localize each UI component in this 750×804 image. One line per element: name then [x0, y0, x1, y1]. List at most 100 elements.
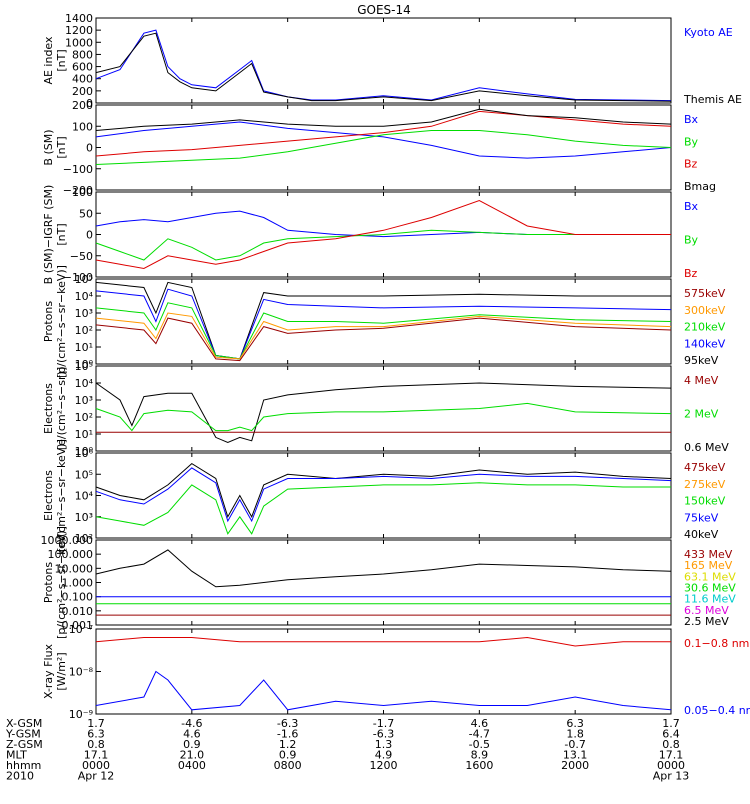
legend-entry: 4 MeV: [684, 374, 719, 387]
y-axis-label: [nT]: [55, 136, 68, 158]
series-line-by: [96, 131, 671, 165]
y-tick-label: 10⁻⁸: [69, 666, 94, 679]
y-axis-label: [nT]: [55, 223, 68, 245]
series-line-themis-ae: [96, 33, 671, 101]
footer-cell: 0800: [274, 759, 302, 772]
y-tick-label: 10⁶: [75, 447, 94, 460]
y-tick-label: 10²: [75, 324, 93, 337]
y-tick-label: 200: [72, 99, 93, 112]
y-axis-label: [W/m²]: [55, 652, 68, 690]
series-line-kyoto-ae: [96, 30, 671, 101]
legend-entry: By: [684, 234, 699, 247]
y-tick-label: 10⁻⁷: [69, 623, 93, 636]
panel-6: 10⁶10⁵10⁴10³10²Electrons[e/(cm²−s−sr−keV…: [42, 439, 726, 552]
legend-entry: Bx: [684, 113, 699, 126]
legend-entry: Bz: [684, 158, 698, 171]
legend-entry: 0.05−0.4 nm: [684, 704, 750, 717]
panel-5: 10⁵10⁴10³10²10¹10⁰Electrons[e/(cm²−s−sr)…: [42, 360, 729, 458]
y-tick-label: −50: [70, 250, 93, 263]
y-tick-label: 1000: [65, 36, 93, 49]
legend-entry: 0.1−0.8 nm: [684, 637, 749, 650]
legend-entry: 150keV: [684, 495, 726, 508]
y-axis-label: [p/(cm²−s−sr−keV)]: [55, 526, 68, 639]
series-line-2-5-mev: [96, 550, 671, 587]
series-line-0-6-mev: [96, 383, 671, 443]
y-axis-label: Protons: [42, 562, 55, 603]
y-tick-label: 1200: [65, 24, 93, 37]
footer-cell: Apr 12: [78, 770, 115, 783]
y-tick-label: 800: [72, 48, 93, 61]
y-tick-label: −100: [63, 163, 93, 176]
panel-frame: [96, 366, 671, 451]
legend-entry: 275keV: [684, 478, 726, 491]
y-tick-label: 10⁴: [75, 290, 94, 303]
legend-entry: By: [684, 135, 699, 148]
y-tick-label: 10²: [75, 411, 93, 424]
legend-entry: Kyoto AE: [684, 26, 733, 39]
y-axis-label: Electrons: [42, 470, 55, 521]
y-tick-label: 10⁵: [75, 468, 93, 481]
panel-7: 1000.000100.00010.0001.0000.1000.0100.00…: [41, 526, 737, 639]
panel-4: 10⁵10⁴10³10²10¹10⁰Protons[p/(cm²−s−sr−ke…: [42, 265, 726, 378]
y-tick-label: 50: [79, 207, 93, 220]
y-axis-label: B (SM): [42, 129, 55, 165]
footer-cell: 1200: [370, 759, 398, 772]
y-tick-label: 1400: [65, 12, 93, 25]
y-tick-label: 400: [72, 73, 93, 86]
y-axis-label: [e/(cm²−s−sr)]: [55, 367, 68, 450]
y-axis-label: [p/(cm²−s−sr−keV)]: [55, 265, 68, 378]
legend-entry: 0.6 MeV: [684, 441, 729, 454]
panel-frame: [96, 105, 671, 190]
series-line-0-05-0-4-nm: [96, 672, 671, 710]
series-line-0-1-0-8-nm: [96, 638, 671, 647]
y-tick-label: 600: [72, 61, 93, 74]
footer-cell: Apr 13: [653, 770, 690, 783]
y-tick-label: 10⁵: [75, 360, 93, 373]
y-axis-label: [nT]: [55, 49, 68, 71]
y-axis-label: Electrons: [42, 383, 55, 434]
footer-cell: 0400: [178, 759, 206, 772]
series-line-95kev: [96, 282, 671, 359]
footer-ephemeris: X-GSMY-GSMZ-GSMMLThhmm20101.76.30.817.10…: [5, 717, 689, 783]
y-tick-label: 10¹: [75, 428, 93, 441]
legend-entry: Bz: [684, 267, 698, 280]
legend-entry: 475keV: [684, 461, 726, 474]
series-line-140kev: [96, 289, 671, 359]
series-line-75kev: [96, 468, 671, 521]
series-line-2-mev: [96, 403, 671, 430]
y-tick-label: 10⁵: [75, 273, 93, 286]
y-axis-label: Protons: [42, 301, 55, 342]
legend-entry: 95keV: [684, 354, 719, 367]
y-axis-label: AE index: [42, 36, 55, 85]
legend-entry: 2 MeV: [684, 408, 719, 421]
series-line-bx: [96, 211, 671, 237]
y-axis-label: X-ray Flux: [42, 643, 55, 699]
legend-entry: Themis AE: [683, 93, 742, 106]
legend-entry: Bmag: [684, 180, 716, 193]
footer-row-label: 2010: [6, 770, 34, 783]
y-tick-label: 10³: [75, 307, 93, 320]
y-tick-label: 10³: [75, 511, 93, 524]
series-line-bz: [96, 111, 671, 156]
y-tick-label: 200: [72, 85, 93, 98]
legend-entry: 300keV: [684, 304, 726, 317]
y-tick-label: 10³: [75, 394, 93, 407]
panel-frame: [96, 540, 671, 625]
y-tick-label: 0: [86, 142, 93, 155]
y-axis-label: B (SM)−IGRF (SM): [42, 185, 55, 285]
panel-8: 10⁻⁷10⁻⁸10⁻⁹X-ray Flux[W/m²]0.1−0.8 nm0.…: [42, 623, 750, 721]
legend-entry: 575keV: [684, 287, 726, 300]
y-tick-label: 100: [72, 186, 93, 199]
footer-cell: 2000: [561, 759, 589, 772]
legend-entry: 40keV: [684, 528, 719, 541]
legend-entry: 75keV: [684, 511, 719, 524]
series-line-575kev: [96, 318, 671, 361]
panel-frame: [96, 18, 671, 103]
y-tick-label: 10¹: [75, 341, 93, 354]
legend-entry: 2.5 MeV: [684, 615, 729, 628]
series-line-40kev: [96, 464, 671, 517]
series-line-bx: [96, 122, 671, 158]
